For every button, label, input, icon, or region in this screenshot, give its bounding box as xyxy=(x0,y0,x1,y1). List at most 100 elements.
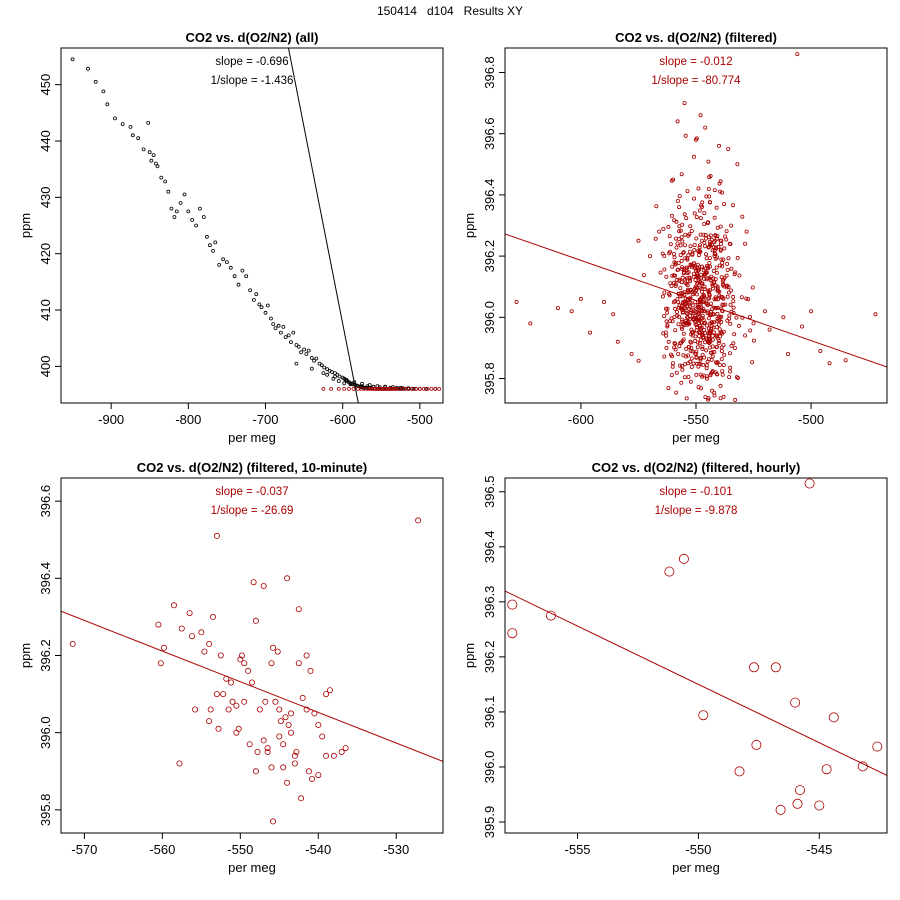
data-point xyxy=(717,327,722,332)
data-point xyxy=(821,764,832,775)
data-point xyxy=(192,706,199,713)
data-point xyxy=(664,345,669,350)
data-point xyxy=(685,189,690,194)
data-point xyxy=(732,332,737,337)
data-point xyxy=(213,532,220,539)
data-point xyxy=(342,386,347,391)
data-point xyxy=(250,579,257,586)
data-point xyxy=(694,236,699,241)
data-point xyxy=(696,280,701,285)
x-tick-label: -530 xyxy=(383,842,409,857)
data-point xyxy=(308,776,315,783)
data-point xyxy=(695,265,700,270)
data-point xyxy=(699,305,704,310)
data-point xyxy=(678,553,689,564)
data-point xyxy=(706,186,711,191)
data-point xyxy=(712,297,717,302)
data-point xyxy=(174,209,179,214)
data-point xyxy=(674,219,679,224)
data-point xyxy=(712,280,717,285)
data-point xyxy=(705,359,710,364)
data-point xyxy=(689,308,694,313)
data-point xyxy=(429,386,434,391)
data-point xyxy=(694,349,699,354)
data-point xyxy=(701,232,706,237)
data-point xyxy=(393,386,398,391)
data-point xyxy=(305,768,312,775)
data-point xyxy=(213,240,218,245)
y-axis-label: ppm xyxy=(18,213,33,238)
data-point xyxy=(724,405,727,408)
data-point xyxy=(615,339,620,344)
data-point xyxy=(792,798,803,809)
data-point xyxy=(726,256,731,261)
data-point xyxy=(303,706,310,713)
data-point xyxy=(697,245,702,250)
data-point xyxy=(705,309,710,314)
data-point xyxy=(322,365,327,370)
data-point xyxy=(688,279,693,284)
data-point xyxy=(680,306,685,311)
chart-title: CO2 vs. d(O2/N2) (filtered, hourly) xyxy=(592,460,801,475)
data-point xyxy=(232,274,237,279)
data-point xyxy=(700,200,705,205)
data-point xyxy=(770,662,781,673)
data-point xyxy=(715,311,720,316)
data-point xyxy=(743,333,748,338)
x-axis-label: per meg xyxy=(672,430,720,445)
data-point xyxy=(257,302,262,307)
data-point xyxy=(731,305,736,310)
data-point xyxy=(684,216,689,221)
data-point xyxy=(667,291,672,296)
data-point xyxy=(669,373,674,378)
data-point xyxy=(683,305,688,310)
data-point xyxy=(698,710,709,721)
data-point xyxy=(721,363,726,368)
data-point xyxy=(662,267,667,272)
y-tick-label: 396.1 xyxy=(482,696,497,729)
data-point xyxy=(298,795,305,802)
data-point xyxy=(704,374,709,379)
data-point xyxy=(113,116,117,121)
data-point xyxy=(739,295,744,300)
data-point xyxy=(654,204,659,209)
data-point xyxy=(262,698,269,705)
data-point xyxy=(704,277,709,282)
data-point xyxy=(677,277,682,282)
data-point xyxy=(720,260,725,265)
data-point xyxy=(698,337,703,342)
data-point xyxy=(190,217,195,222)
data-point xyxy=(692,247,697,252)
data-point xyxy=(719,241,724,246)
data-point xyxy=(69,640,76,647)
data-point xyxy=(284,779,291,786)
data-point xyxy=(715,361,720,366)
data-point xyxy=(672,255,677,260)
data-point xyxy=(675,241,680,246)
data-point xyxy=(690,333,695,338)
data-point xyxy=(710,354,715,359)
data-point xyxy=(697,405,700,408)
data-point xyxy=(671,251,676,256)
data-point xyxy=(686,253,691,258)
data-point xyxy=(733,397,738,402)
data-point xyxy=(684,267,689,272)
data-point xyxy=(712,215,717,220)
data-point xyxy=(734,766,745,777)
data-point xyxy=(683,256,688,261)
data-point xyxy=(252,768,259,775)
data-point xyxy=(336,386,341,391)
data-point xyxy=(304,352,309,356)
data-point xyxy=(569,309,574,314)
chart-title: CO2 vs. d(O2/N2) (filtered) xyxy=(615,30,777,45)
data-point xyxy=(699,325,704,330)
data-point xyxy=(670,273,675,278)
data-point xyxy=(681,250,686,255)
data-point xyxy=(703,395,708,400)
data-point xyxy=(710,333,715,338)
data-point xyxy=(750,285,755,290)
data-point xyxy=(677,205,682,210)
data-point xyxy=(714,360,719,365)
data-point xyxy=(698,362,703,367)
data-point xyxy=(163,179,168,184)
